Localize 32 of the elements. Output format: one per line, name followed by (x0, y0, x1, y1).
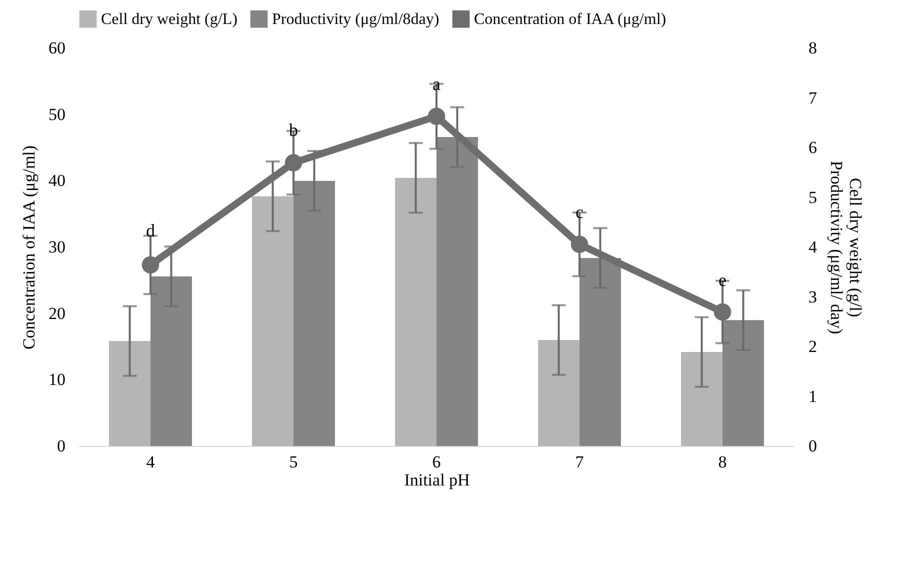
annotation: e (718, 270, 726, 290)
y2-tick-label: 7 (808, 88, 818, 108)
legend-label: Cell dry weight (g/L) (101, 11, 238, 28)
y2-tick-label: 2 (808, 337, 817, 356)
annotation: b (289, 120, 298, 140)
y-tick-label: 0 (57, 436, 66, 456)
x-tick-label: 6 (432, 452, 441, 472)
y2-tick-label: 8 (808, 38, 817, 58)
annotation: a (432, 74, 440, 94)
y-tick-label: 50 (48, 104, 66, 124)
y-tick-label: 10 (48, 370, 66, 390)
y2-tick-label: 3 (808, 287, 817, 306)
y-axis-title: Concentration of IAA (μg/ml) (20, 145, 38, 350)
x-tick-label: 8 (718, 452, 727, 472)
x-tick-label: 4 (146, 452, 156, 472)
y2-tick-label: 6 (808, 138, 817, 157)
y-tick-label: 40 (48, 171, 66, 190)
y2-axis-title: Cell dry weight (g/l) Productivity (μg/ml/ day) (827, 160, 865, 334)
y-tick-label: 20 (48, 304, 66, 323)
legend-label: Concentration of IAA (μg/ml) (474, 11, 666, 28)
y-tick-label: 30 (48, 238, 66, 256)
legend-label: Productivity (μg/ml/8day) (272, 11, 440, 28)
x-axis-title: Initial pH (404, 470, 470, 490)
annotation: d (146, 220, 155, 241)
y-tick-label: 60 (48, 38, 66, 58)
y2-tick-label: 4 (808, 238, 818, 256)
y2-tick-label: 5 (808, 188, 817, 207)
y2-tick-label: 1 (808, 386, 817, 406)
x-tick-label: 7 (575, 452, 584, 472)
annotation: c (576, 202, 584, 222)
y2-tick-label: 0 (808, 436, 817, 456)
x-tick-label: 5 (289, 452, 298, 472)
